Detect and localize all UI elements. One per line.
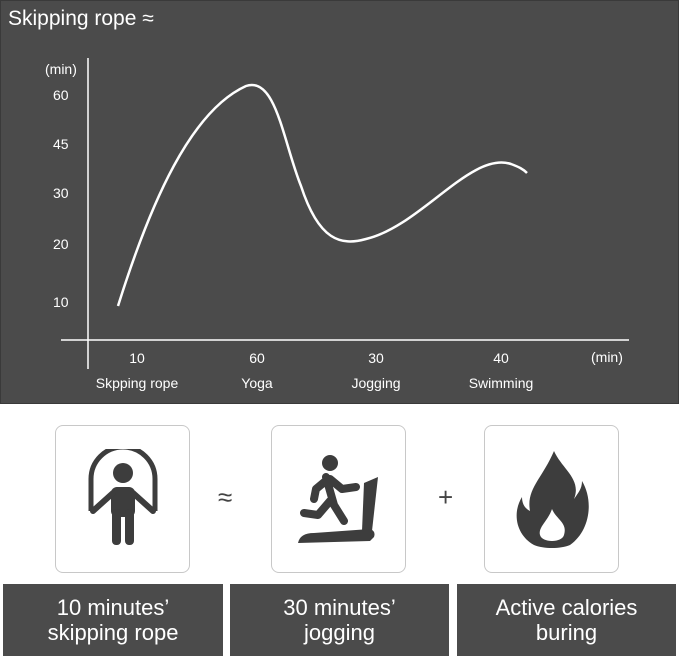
x-category-label: Swimming [469, 375, 534, 391]
y-tick-label: 20 [53, 236, 69, 252]
y-tick-label: 30 [53, 185, 69, 201]
line-chart: (min) 60 45 30 20 10 10 Skpping rope 60 Yoga 30 Jog… [45, 58, 629, 391]
label-skipping-rope: 10 minutes’ skipping rope [3, 584, 223, 656]
data-line [116, 83, 528, 307]
y-axis-unit: (min) [45, 61, 77, 77]
jump-rope-icon [88, 449, 157, 545]
flame-card [484, 425, 619, 573]
x-value-label: 40 [493, 350, 509, 366]
y-tick-label: 60 [53, 87, 69, 103]
label-jogging: 30 minutes’ jogging [230, 584, 449, 656]
y-tick-label: 45 [53, 136, 69, 152]
x-category-label: Yoga [241, 375, 273, 391]
plus-symbol: + [438, 482, 454, 512]
x-value-label: 30 [368, 350, 384, 366]
flame-icon [516, 451, 589, 548]
jump-rope-card [55, 425, 190, 573]
y-tick-label: 10 [53, 294, 69, 310]
x-axis-unit: (min) [591, 349, 623, 365]
x-value-label: 10 [129, 350, 145, 366]
treadmill-card [271, 425, 406, 573]
chart-panel: Skipping rope ≈ (min) 60 45 30 20 10 10 Skpping… [0, 0, 679, 404]
treadmill-runner-icon [297, 455, 378, 543]
x-value-label: 60 [249, 350, 265, 366]
chart-title: Skipping rope ≈ [8, 7, 154, 30]
x-category-label: Jogging [351, 375, 400, 391]
x-category-label: Skpping rope [96, 375, 179, 391]
approx-symbol: ≈ [218, 482, 233, 512]
label-calories: Active calories buring [457, 584, 676, 656]
